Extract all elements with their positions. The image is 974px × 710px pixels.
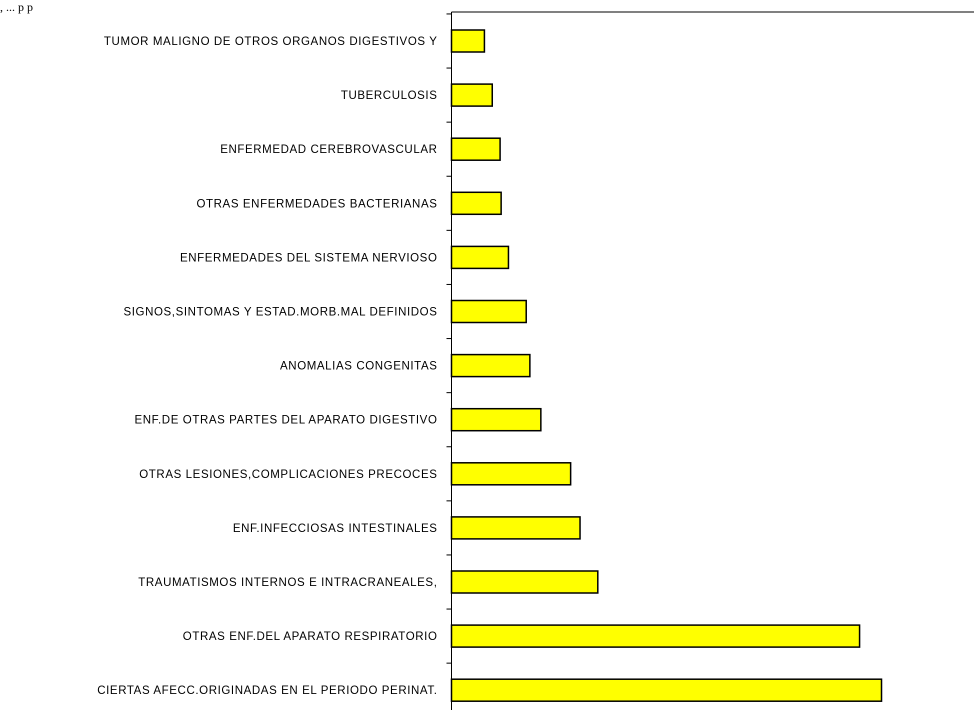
bar	[450, 462, 572, 486]
category-label: ANOMALIAS CONGENITAS	[280, 361, 437, 373]
category-label: TRAUMATISMOS INTERNOS E INTRACRANEALES,	[138, 577, 437, 589]
bar	[450, 407, 542, 432]
bar	[450, 516, 581, 540]
bar	[450, 570, 599, 594]
bar	[450, 83, 494, 107]
category-label: CIERTAS AFECC.ORIGINADAS EN EL PERIODO P…	[97, 685, 437, 697]
category-label: ENFERMEDAD CEREBROVASCULAR	[220, 144, 437, 156]
category-label: OTRAS ENF.DEL APARATO RESPIRATORIO	[183, 631, 438, 643]
bar	[450, 624, 861, 648]
category-label: TUMOR MALIGNO DE OTROS ORGANOS DIGESTIVO…	[104, 36, 438, 48]
bar	[450, 678, 883, 702]
chart-caption: , ... p p	[0, 0, 33, 14]
category-label: ENF.DE OTRAS PARTES DEL APARATO DIGESTIV…	[134, 415, 437, 427]
bar	[450, 29, 486, 53]
bar	[450, 137, 501, 161]
category-label: SIGNOS,SINTOMAS Y ESTAD.MORB.MAL DEFINID…	[123, 307, 437, 319]
category-label: ENF.INFECCIOSAS INTESTINALES	[233, 523, 438, 535]
bar	[450, 299, 527, 324]
bar	[450, 191, 502, 216]
category-label: OTRAS LESIONES,COMPLICACIONES PRECOCES	[139, 469, 437, 481]
category-label: OTRAS ENFERMEDADES BACTERIANAS	[196, 198, 437, 210]
category-label: TUBERCULOSIS	[341, 90, 438, 102]
category-label: ENFERMEDADES DEL SISTEMA NERVIOSO	[180, 252, 438, 264]
bar	[450, 353, 531, 378]
bar	[450, 245, 510, 270]
